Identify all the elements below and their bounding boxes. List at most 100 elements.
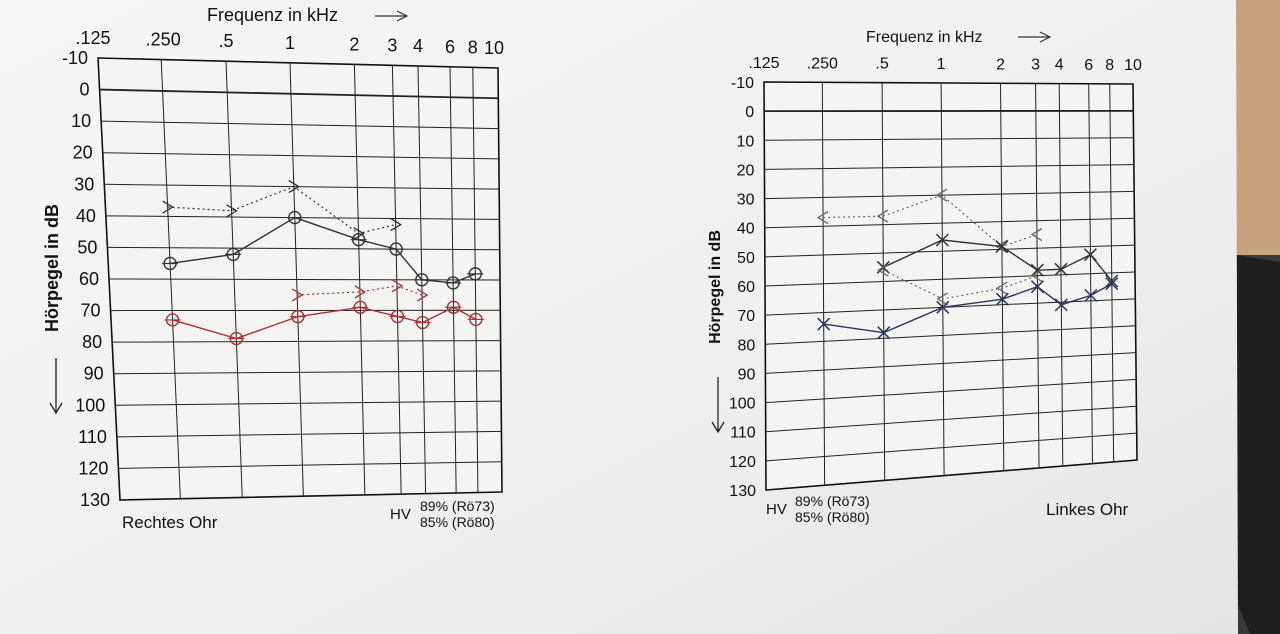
x-tick-label: .125 <box>75 28 110 48</box>
series-line <box>883 269 1038 300</box>
down-arrow-icon <box>49 358 63 415</box>
y-tick-label: 10 <box>71 111 91 131</box>
y-tick-label: -10 <box>731 75 754 92</box>
data-point-cross <box>1054 298 1068 312</box>
y-tick-label: 30 <box>74 174 94 194</box>
data-point-bracket <box>353 226 365 241</box>
y-tick-label: 0 <box>745 104 754 121</box>
data-point-bracket <box>1031 269 1043 283</box>
y-tick-label: 80 <box>737 337 755 354</box>
y-tick-label: 70 <box>81 301 101 321</box>
series-line <box>297 285 423 296</box>
x-axis-title: Frequenz in kHz <box>207 5 338 25</box>
data-point-cross <box>1083 248 1097 262</box>
y-tick-label: 10 <box>736 133 754 150</box>
grid-line-horizontal <box>104 183 500 190</box>
y-tick-label: 30 <box>737 192 755 209</box>
grid-line-horizontal <box>102 152 499 160</box>
data-point-bracket <box>876 209 889 223</box>
data-point-cross <box>995 240 1009 254</box>
data-point-bracket <box>226 204 238 218</box>
y-tick-label: 50 <box>737 250 755 267</box>
y-tick-label: 120 <box>78 458 108 478</box>
data-point-bracket <box>935 188 948 202</box>
data-point-bracket <box>390 218 402 232</box>
y-tick-label: 0 <box>80 80 90 100</box>
grid-line-horizontal <box>115 400 502 406</box>
data-point-bracket <box>416 288 429 302</box>
data-point-bracket <box>391 279 404 293</box>
data-point-cross <box>877 326 891 340</box>
grid-line-horizontal <box>765 325 1136 345</box>
x-tick-label: 4 <box>1055 57 1064 74</box>
grid-line-horizontal <box>764 244 1135 258</box>
data-point-bracket <box>816 211 829 225</box>
y-tick-label: 40 <box>76 206 96 226</box>
x-tick-label: 3 <box>1031 56 1040 73</box>
y-axis-title: Hörpegel in dB <box>42 204 62 332</box>
zero-db-line <box>99 88 499 100</box>
data-point-cross <box>1105 277 1119 291</box>
data-point-bracket <box>354 285 367 299</box>
down-arrow-icon <box>711 377 725 434</box>
grid-line-horizontal <box>764 137 1134 141</box>
y-tick-label: 20 <box>73 143 93 163</box>
data-point-cross <box>1030 263 1044 277</box>
y-axis-title: Hörpegel in dB <box>707 230 724 344</box>
grid-line-horizontal <box>113 370 501 375</box>
y-tick-label: 60 <box>737 279 755 296</box>
y-tick-label: 20 <box>737 162 755 179</box>
y-tick-label: 110 <box>78 427 107 447</box>
y-tick-label: 110 <box>730 425 756 442</box>
data-point-cross <box>817 317 831 331</box>
grid-line-horizontal <box>107 246 500 251</box>
hv-value-right-2: 85% (Rö80) <box>420 514 495 530</box>
data-point-cross <box>995 292 1009 306</box>
data-point-bracket <box>877 263 889 277</box>
series-line <box>167 185 396 235</box>
x-tick-label: .250 <box>146 30 181 50</box>
grid-line-horizontal <box>765 432 1137 462</box>
data-point-cross <box>1105 274 1119 288</box>
y-tick-label: -10 <box>62 48 88 68</box>
y-tick-label: 130 <box>80 490 110 510</box>
y-tick-label: 80 <box>82 332 102 352</box>
hv-value-left-1: 89% (Rö73) <box>795 493 870 509</box>
grid-line-horizontal <box>116 430 502 438</box>
data-point-cross <box>936 300 950 314</box>
x-tick-label: 1 <box>937 56 946 73</box>
grid-line-horizontal <box>112 340 501 343</box>
x-axis-title: Frequenz in kHz <box>866 29 983 46</box>
y-tick-label: 90 <box>84 364 104 384</box>
hv-value-left-2: 85% (Rö80) <box>795 509 870 525</box>
hv-value-right-1: 89% (Rö73) <box>420 498 495 514</box>
data-point-cross <box>1030 280 1044 294</box>
data-point-cross <box>1054 262 1068 276</box>
y-tick-label: 130 <box>729 483 756 500</box>
frequency-arrow-icon <box>1018 31 1052 43</box>
x-tick-label: 1 <box>285 33 295 53</box>
x-tick-label: 2 <box>996 56 1005 73</box>
y-tick-label: 90 <box>738 366 756 383</box>
audiogram-left-ear: -100102030405060708090100110120130.125.2… <box>707 29 1142 500</box>
series-line <box>823 283 1113 334</box>
data-point-bracket <box>936 292 949 306</box>
y-tick-label: 40 <box>737 221 755 238</box>
grid-line-horizontal <box>764 190 1135 200</box>
grid-line-horizontal <box>764 271 1136 287</box>
y-tick-label: 60 <box>79 269 99 289</box>
data-point-bracket <box>288 180 301 194</box>
y-tick-label: 120 <box>729 454 756 471</box>
x-tick-label: 6 <box>445 37 455 57</box>
x-tick-label: .125 <box>748 55 779 72</box>
x-tick-label: .5 <box>218 31 233 51</box>
data-point-bracket <box>996 281 1008 295</box>
x-tick-label: 4 <box>413 36 423 56</box>
x-tick-label: .5 <box>875 56 888 73</box>
frequency-arrow-icon <box>375 10 409 22</box>
plot-frame <box>763 81 1138 491</box>
grid-line-horizontal <box>764 164 1134 170</box>
x-tick-label: .250 <box>807 55 838 72</box>
x-tick-label: 3 <box>387 35 397 55</box>
